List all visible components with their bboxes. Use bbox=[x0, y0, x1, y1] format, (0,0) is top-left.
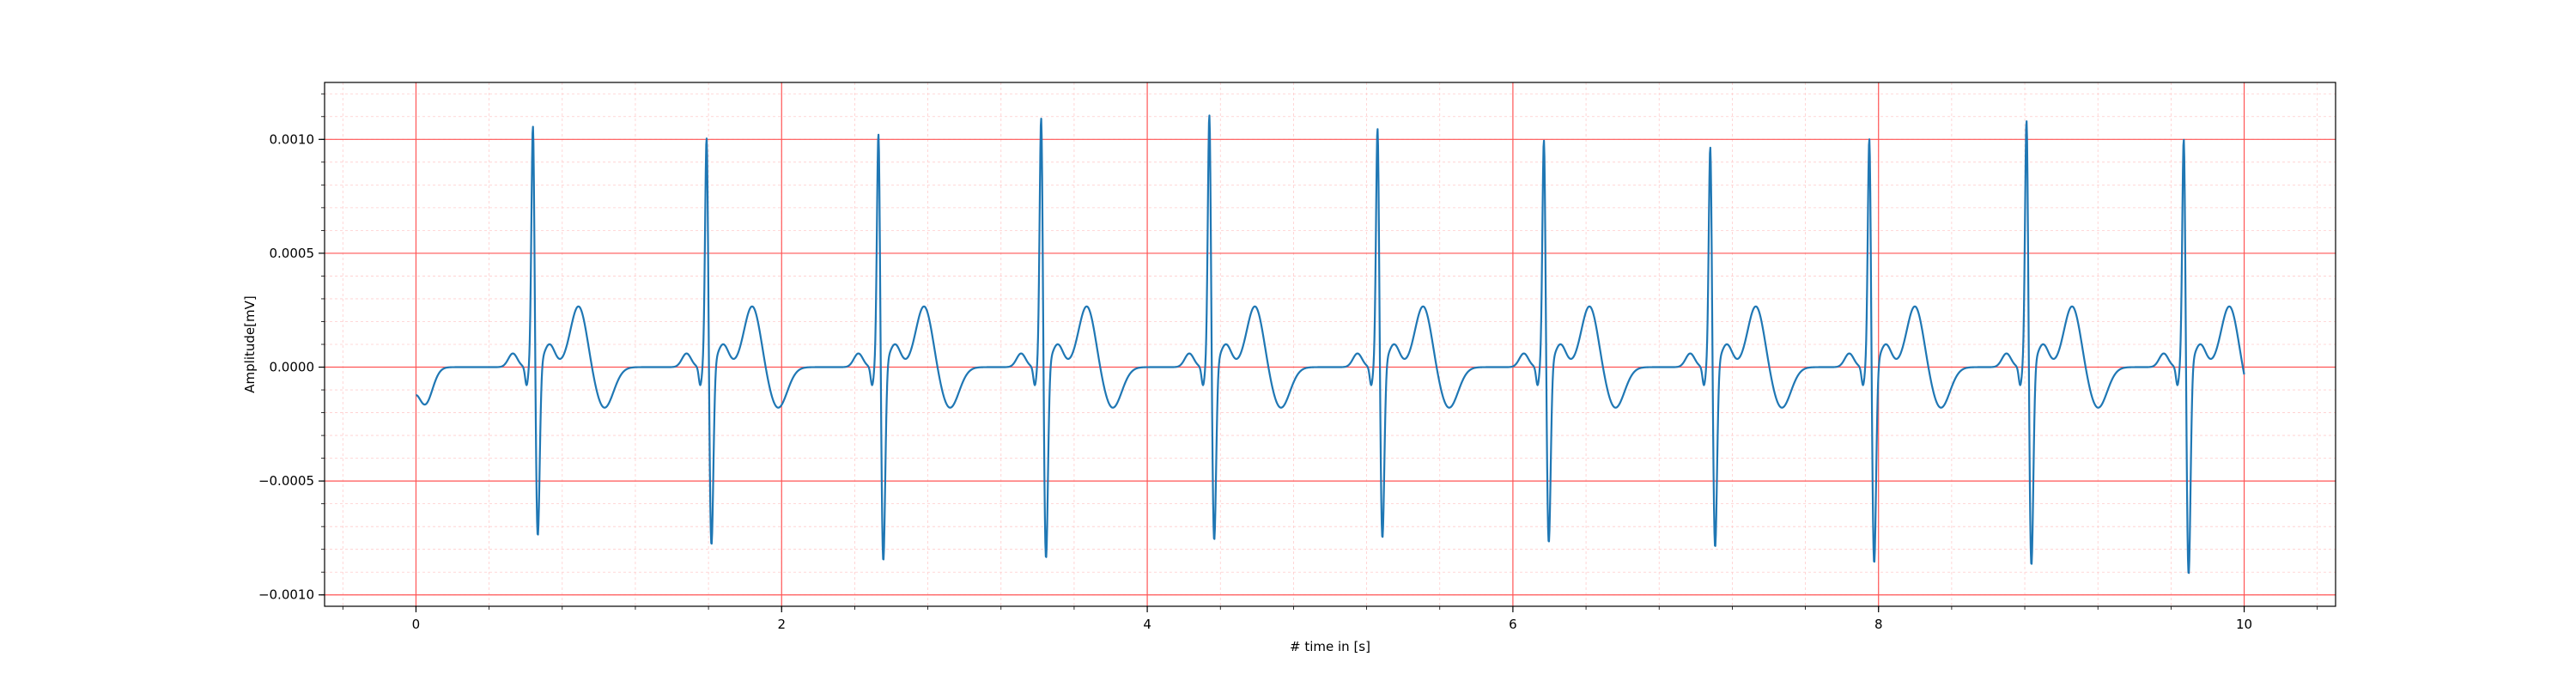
y-tick-label: 0.0000 bbox=[270, 360, 315, 375]
y-axis-ticks: 0.0010 0.0005 0.0000 −0.0005 −0.0010 bbox=[258, 93, 325, 603]
y-tick-label: 0.0010 bbox=[270, 131, 315, 147]
x-tick-label: 8 bbox=[1874, 617, 1883, 632]
y-tick-label: 0.0005 bbox=[270, 246, 315, 261]
x-tick-label: 6 bbox=[1509, 617, 1517, 632]
series-line bbox=[415, 114, 2245, 575]
y-tick-label: −0.0010 bbox=[258, 587, 314, 603]
y-axis-label: Amplitude[mV] bbox=[242, 295, 258, 392]
x-axis-ticks: 0 2 4 6 8 10 bbox=[342, 606, 2318, 632]
major-grid bbox=[325, 82, 2336, 606]
x-tick-label: 10 bbox=[2236, 617, 2252, 632]
x-tick-label: 4 bbox=[1143, 617, 1151, 632]
x-axis-label: # time in [s] bbox=[1290, 639, 1370, 654]
x-tick-label: 2 bbox=[777, 617, 786, 632]
y-tick-label: −0.0005 bbox=[258, 473, 314, 489]
x-tick-label: 0 bbox=[412, 617, 421, 632]
